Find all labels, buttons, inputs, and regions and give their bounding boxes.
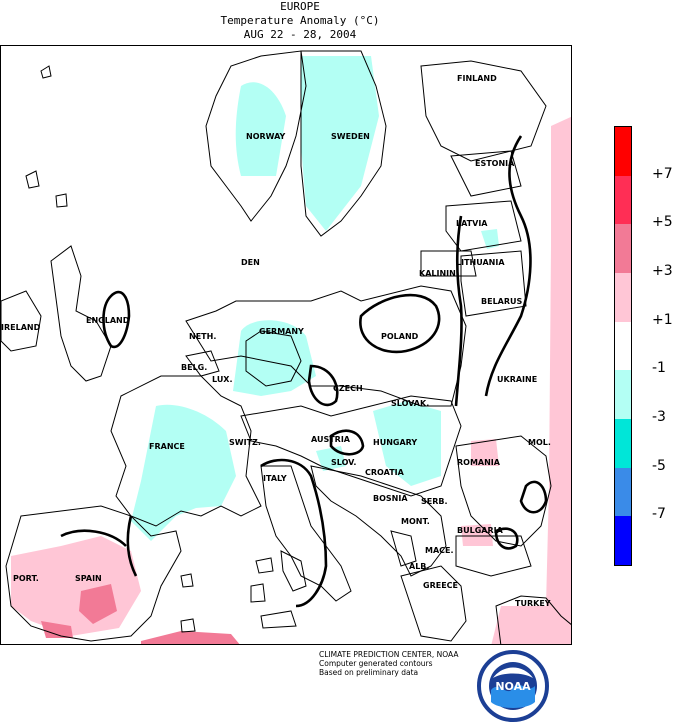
country-label-estonia: ESTONIA xyxy=(475,159,515,168)
country-label-switz: SWITZ. xyxy=(229,438,261,447)
country-label-lux: LUX. xyxy=(212,375,233,384)
country-label-port: PORT. xyxy=(13,574,39,583)
country-label-norway: NORWAY xyxy=(246,132,286,141)
legend-swatch xyxy=(615,370,631,420)
country-label-mace: MACE. xyxy=(425,546,454,555)
country-label-spain: SPAIN xyxy=(75,574,102,583)
legend-swatch xyxy=(615,175,631,226)
country-label-france: FRANCE xyxy=(149,442,185,451)
legend-tick-label: -7 xyxy=(652,506,666,523)
country-label-mol: MOL. xyxy=(528,438,551,447)
legend-tick-label: -3 xyxy=(652,409,666,425)
country-label-neth: NETH. xyxy=(189,332,216,341)
legend-swatch xyxy=(615,321,631,372)
legend-tick-label: +3 xyxy=(652,263,673,279)
country-label-greece: GREECE xyxy=(423,581,458,590)
legend-swatch xyxy=(615,224,631,274)
country-label-romania: ROMANIA xyxy=(457,458,501,467)
country-label-czech: CZECH xyxy=(333,384,363,393)
map-date-range: AUG 22 - 28, 2004 xyxy=(243,28,357,41)
legend-swatch xyxy=(615,516,631,565)
country-label-turkey: TURKEY xyxy=(515,599,551,608)
country-label-croatia: CROATIA xyxy=(365,468,405,477)
credit-line-1: CLIMATE PREDICTION CENTER, NOAA xyxy=(319,650,459,659)
country-label-den: DEN xyxy=(241,258,260,267)
noaa-logo-text: NOAA xyxy=(495,680,531,693)
country-label-slovak: SLOVAK. xyxy=(391,399,429,408)
country-label-germany: GERMANY xyxy=(259,327,304,336)
country-label-bosnia: BOSNIA xyxy=(373,494,408,503)
map-canvas: FINLAND NORWAY SWEDEN ESTONIA LATVIA DEN… xyxy=(1,50,571,644)
contours xyxy=(60,135,548,608)
country-label-finland: FINLAND xyxy=(457,74,497,83)
country-label-kalinin: KALININ xyxy=(419,269,456,278)
country-label-belarus: BELARUS xyxy=(481,297,523,306)
country-label-mont: MONT. xyxy=(401,517,430,526)
legend-swatch xyxy=(615,127,631,177)
country-label-austria: AUSTRIA xyxy=(311,435,351,444)
credit-line-3: Based on preliminary data xyxy=(319,668,419,677)
country-label-serb: SERB. xyxy=(421,497,448,506)
legend-tick-label: +1 xyxy=(652,311,673,328)
country-label-ireland: IRELAND xyxy=(1,323,41,332)
legend-tick-label: -1 xyxy=(652,360,666,377)
country-label-hungary: HUNGARY xyxy=(373,438,417,447)
country-label-ukraine: UKRAINE xyxy=(497,375,537,384)
legend-swatch xyxy=(615,467,631,518)
country-label-sloven: SLOV. xyxy=(331,458,356,467)
noaa-logo-icon: NOAA xyxy=(477,650,549,722)
credit-line-2: Computer generated contours xyxy=(319,659,433,668)
color-legend xyxy=(614,126,632,566)
country-label-belg: BELG. xyxy=(181,363,207,372)
legend-swatch xyxy=(615,273,631,323)
country-label-lithuania: LITHUANIA xyxy=(456,258,505,267)
legend-tick-label: -5 xyxy=(652,457,666,474)
country-label-england: ENGLAND xyxy=(86,316,130,325)
anomaly-map: FINLAND NORWAY SWEDEN ESTONIA LATVIA DEN… xyxy=(0,45,572,645)
map-subtitle: Temperature Anomaly (°C) xyxy=(220,14,380,27)
country-label-italy: ITALY xyxy=(263,474,287,483)
coastlines xyxy=(1,50,571,644)
country-label-alb: ALB. xyxy=(409,562,429,571)
country-label-latvia: LATVIA xyxy=(456,219,488,228)
legend-tick-label: +5 xyxy=(652,214,673,231)
country-label-sweden: SWEDEN xyxy=(331,132,370,141)
legend-tick-label: +7 xyxy=(652,165,673,182)
map-region-title: EUROPE xyxy=(280,0,320,13)
islands xyxy=(25,65,297,633)
country-label-bulgaria: BULGARIA xyxy=(457,526,504,535)
legend-swatch xyxy=(615,419,631,469)
anomaly-shading xyxy=(11,56,571,644)
country-label-poland: POLAND xyxy=(381,332,419,341)
